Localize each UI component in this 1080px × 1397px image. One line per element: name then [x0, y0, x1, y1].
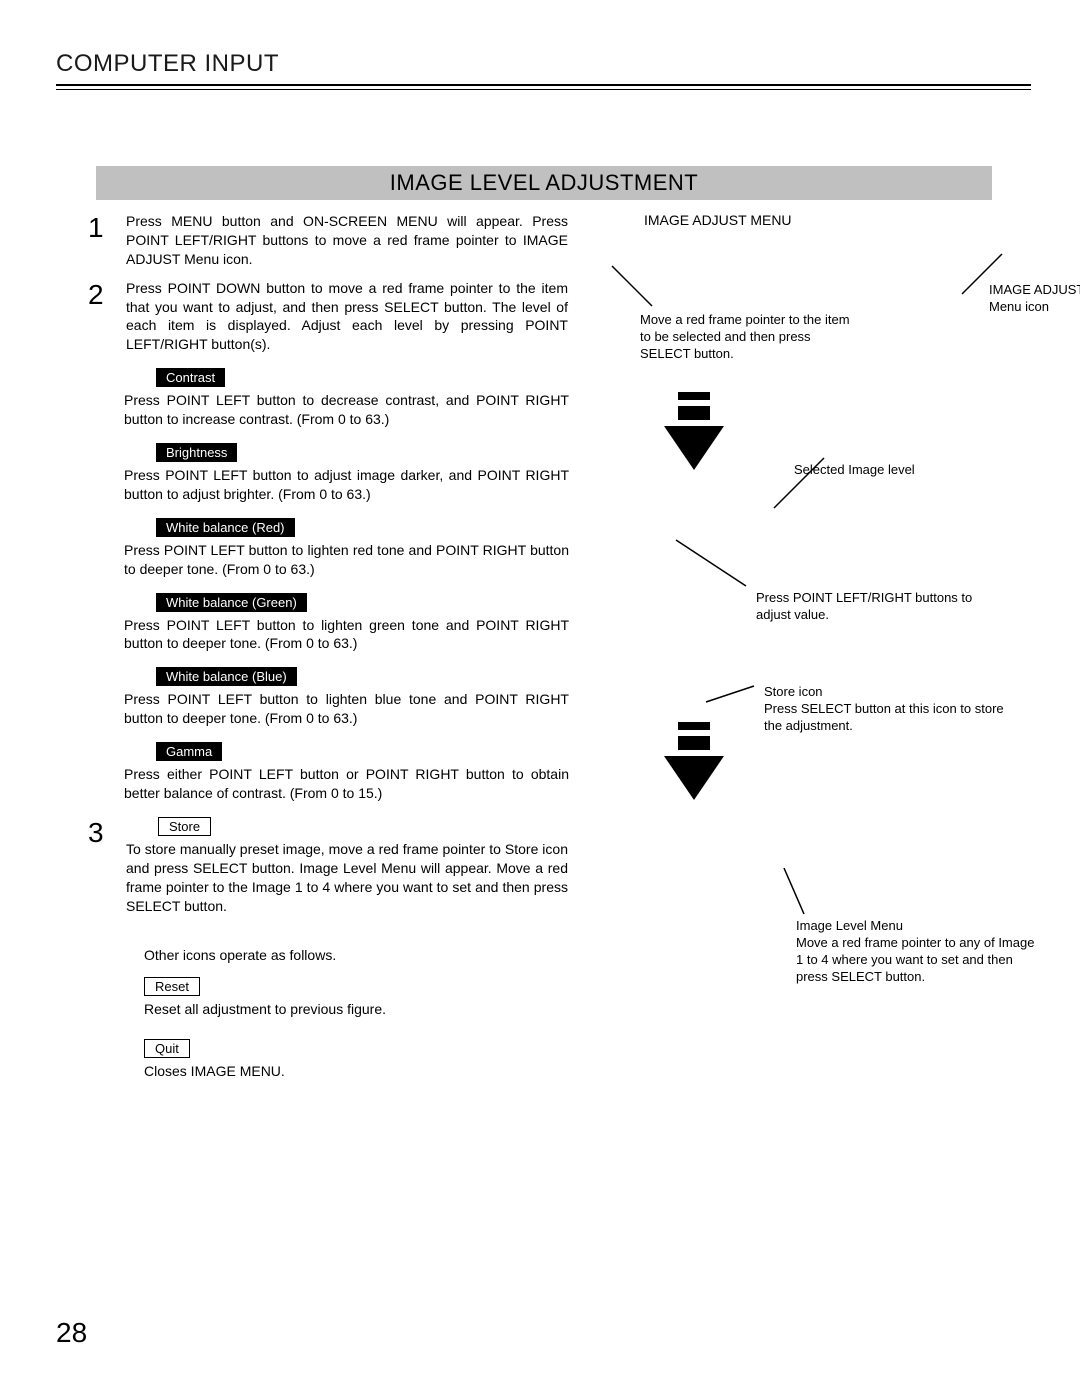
adjustment-brightness: Brightness Press POINT LEFT button to ad…	[124, 443, 569, 504]
desc-wb-red: Press POINT LEFT button to lighten red t…	[124, 541, 569, 579]
right-column: IMAGE ADJUST MENU IMAGE ADJUST Menu icon…	[644, 212, 1039, 272]
callout-store-icon: Store icon Press SELECT button at this i…	[764, 684, 1024, 735]
left-column: 1 Press MENU button and ON-SCREEN MENU w…	[88, 212, 568, 1081]
callout-ilm-desc: Move a red frame pointer to any of Image…	[796, 935, 1034, 984]
badge-wb-green: White balance (Green)	[156, 593, 307, 612]
step-text: Press MENU button and ON-SCREEN MENU wil…	[126, 212, 568, 269]
page-number: 28	[56, 1317, 87, 1349]
adjustment-wb-red: White balance (Red) Press POINT LEFT but…	[124, 518, 569, 579]
adjustment-contrast: Contrast Press POINT LEFT button to decr…	[124, 368, 569, 429]
desc-quit: Closes IMAGE MENU.	[144, 1062, 568, 1081]
adjustment-wb-blue: White balance (Blue) Press POINT LEFT bu…	[124, 667, 569, 728]
step-number: 3	[88, 817, 120, 847]
badge-quit: Quit	[144, 1039, 190, 1058]
badge-reset: Reset	[144, 977, 200, 996]
desc-gamma: Press either POINT LEFT button or POINT …	[124, 765, 569, 803]
callout-move-pointer: Move a red frame pointer to the item to …	[640, 312, 860, 363]
callout-ilm-title: Image Level Menu	[796, 918, 903, 933]
callout-selected-level: Selected Image level	[794, 462, 974, 479]
down-arrow-icon	[664, 392, 724, 476]
page: COMPUTER INPUT IMAGE LEVEL ADJUSTMENT 1 …	[56, 50, 1031, 1101]
desc-wb-blue: Press POINT LEFT button to lighten blue …	[124, 690, 569, 728]
desc-contrast: Press POINT LEFT button to decrease cont…	[124, 391, 569, 429]
badge-wb-blue: White balance (Blue)	[156, 667, 297, 686]
badge-wb-red: White balance (Red)	[156, 518, 295, 537]
step-number: 1	[88, 212, 120, 242]
adjustment-wb-green: White balance (Green) Press POINT LEFT b…	[124, 593, 569, 654]
callout-image-level-menu: Image Level Menu Move a red frame pointe…	[796, 918, 1036, 986]
desc-wb-green: Press POINT LEFT button to lighten green…	[124, 616, 569, 654]
callout-menu-icon: IMAGE ADJUST Menu icon	[989, 282, 1080, 316]
badge-brightness: Brightness	[156, 443, 237, 462]
desc-reset: Reset all adjustment to previous figure.	[144, 1000, 568, 1019]
callout-adjust-value: Press POINT LEFT/RIGHT buttons to adjust…	[756, 590, 996, 624]
section-title: IMAGE LEVEL ADJUSTMENT	[96, 166, 992, 200]
pointer-line-icon	[706, 674, 766, 704]
step-1: 1 Press MENU button and ON-SCREEN MENU w…	[88, 212, 568, 269]
adjustment-gamma: Gamma Press either POINT LEFT button or …	[124, 742, 569, 803]
adjustment-quit: Quit Closes IMAGE MENU.	[144, 1039, 568, 1081]
step-text: Press POINT DOWN button to move a red fr…	[126, 279, 568, 355]
adjustment-reset: Reset Reset all adjustment to previous f…	[144, 977, 568, 1019]
badge-store: Store	[158, 817, 211, 836]
down-arrow-icon	[664, 722, 724, 806]
badge-contrast: Contrast	[156, 368, 225, 387]
other-icons-line: Other icons operate as follows.	[144, 947, 568, 963]
step-3: 3 Store To store manually preset image, …	[88, 817, 568, 916]
pointer-line-icon	[676, 540, 756, 590]
desc-brightness: Press POINT LEFT button to adjust image …	[124, 466, 569, 504]
step-number: 2	[88, 279, 120, 309]
right-title: IMAGE ADJUST MENU	[644, 212, 1039, 228]
callout-store-title: Store icon	[764, 684, 823, 699]
pointer-line-icon	[774, 868, 814, 918]
pointer-line-icon	[612, 266, 662, 316]
content-area: 1 Press MENU button and ON-SCREEN MENU w…	[88, 212, 1031, 1081]
callout-store-desc: Press SELECT button at this icon to stor…	[764, 701, 1004, 733]
badge-gamma: Gamma	[156, 742, 222, 761]
page-header: COMPUTER INPUT	[56, 50, 1031, 78]
step-text: To store manually preset image, move a r…	[126, 840, 568, 916]
step-2: 2 Press POINT DOWN button to move a red …	[88, 279, 568, 355]
header-rule-thick	[56, 84, 1031, 86]
header-rule-thin	[56, 89, 1031, 90]
